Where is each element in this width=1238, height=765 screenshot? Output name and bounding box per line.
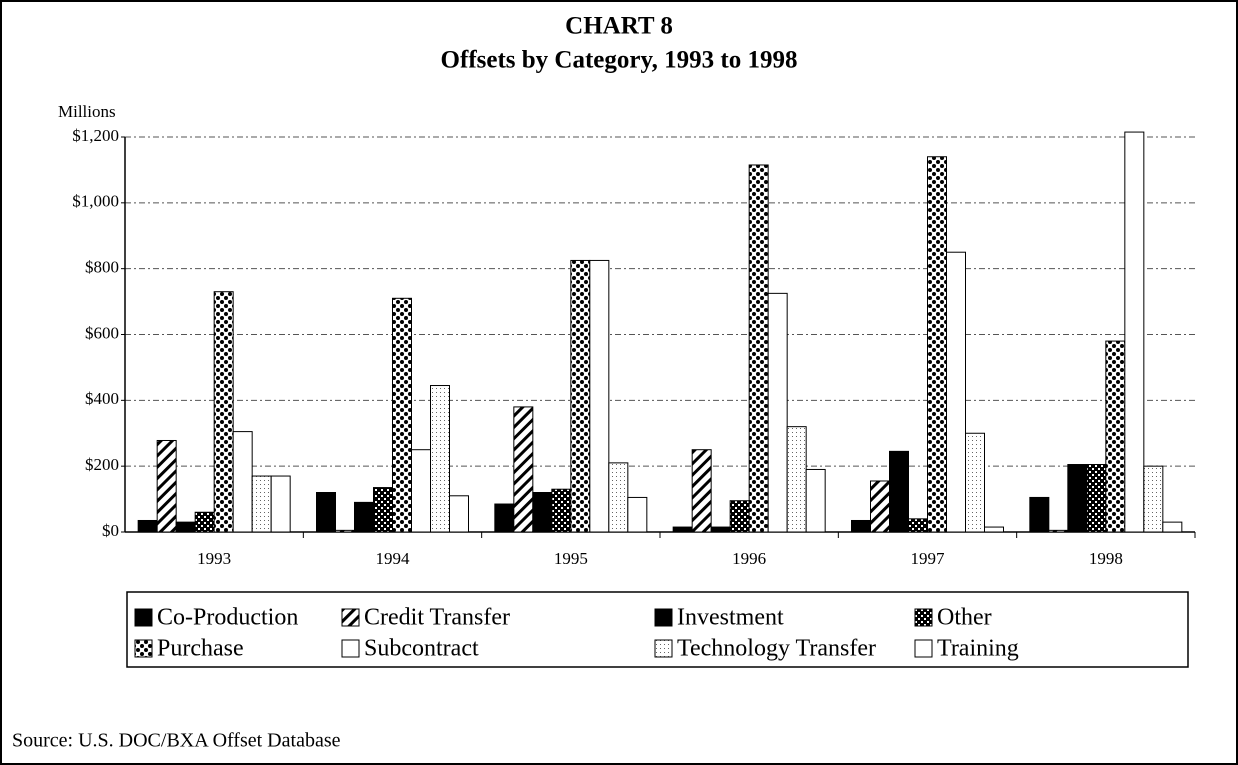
source-note: Source: U.S. DOC/BXA Offset Database	[12, 730, 341, 752]
y-axis-label: Millions	[58, 102, 116, 121]
bar	[335, 529, 355, 533]
x-tick-label: 1996	[732, 549, 766, 568]
legend-swatch	[341, 639, 360, 658]
y-tick-label: $200	[85, 455, 119, 474]
bar	[449, 495, 469, 533]
legend-swatch	[341, 608, 360, 627]
bar	[1067, 464, 1088, 533]
bar	[137, 519, 158, 533]
legend-swatch	[134, 608, 153, 627]
bar	[1048, 529, 1069, 533]
bar	[691, 449, 712, 533]
bar	[411, 449, 431, 533]
bar	[392, 297, 412, 533]
bar	[1143, 465, 1164, 533]
bar	[805, 468, 826, 533]
bar	[889, 450, 909, 533]
bar	[1162, 521, 1183, 533]
legend-box	[126, 591, 1189, 668]
bar	[532, 492, 553, 533]
x-tick-label: 1998	[1089, 549, 1123, 568]
bar	[589, 259, 610, 533]
bar	[354, 501, 374, 533]
bar	[551, 488, 572, 533]
legend-swatch	[654, 608, 673, 627]
y-tick-label: $600	[85, 323, 119, 342]
bar	[513, 406, 534, 533]
bar	[232, 431, 253, 533]
bar	[767, 292, 788, 533]
bar	[851, 519, 871, 533]
y-tick-label: $1,200	[72, 126, 119, 145]
x-tick-label: 1997	[911, 549, 946, 568]
legend-label: Training	[937, 636, 1019, 662]
bar	[430, 385, 450, 533]
bar	[1029, 496, 1050, 533]
legend-swatch	[914, 608, 933, 627]
legend-label: Subcontract	[364, 636, 479, 662]
bar	[608, 462, 629, 533]
bar	[194, 511, 215, 533]
bar	[270, 475, 291, 533]
bar	[1124, 131, 1145, 533]
legend-label: Technology Transfer	[677, 636, 876, 662]
bar	[927, 156, 947, 533]
bar	[786, 426, 807, 533]
y-tick-label: $1,000	[72, 192, 119, 211]
bar	[1105, 340, 1126, 533]
bar	[494, 503, 515, 533]
legend-label: Purchase	[157, 636, 244, 662]
y-tick-label: $800	[85, 258, 119, 277]
bar	[175, 521, 196, 533]
bar	[1086, 464, 1107, 533]
chart-title: CHART 8	[565, 13, 673, 40]
y-tick-label: $0	[102, 521, 119, 540]
bar	[156, 439, 177, 533]
bar	[710, 526, 731, 533]
legend-label: Credit Transfer	[364, 605, 510, 631]
x-tick-label: 1995	[554, 549, 588, 568]
legend-label: Co-Production	[157, 605, 298, 631]
legend-swatch	[134, 639, 153, 658]
bar	[729, 500, 750, 533]
bar	[316, 492, 336, 533]
bar	[251, 475, 272, 533]
legend-label: Other	[937, 605, 992, 631]
bar	[627, 496, 648, 533]
x-tick-label: 1993	[197, 549, 231, 568]
bar	[870, 480, 890, 533]
bar	[570, 259, 591, 533]
bar	[672, 526, 693, 533]
legend-swatch	[654, 639, 673, 658]
legend-label: Investment	[677, 605, 784, 631]
bar	[965, 432, 985, 533]
legend-swatch	[914, 639, 933, 658]
bar	[748, 164, 769, 533]
bar	[213, 291, 234, 533]
y-tick-label: $400	[85, 389, 119, 408]
bar	[946, 251, 966, 533]
bar	[908, 518, 928, 533]
x-tick-label: 1994	[376, 549, 411, 568]
chart-subtitle: Offsets by Category, 1993 to 1998	[441, 47, 798, 74]
bar	[373, 487, 393, 533]
bar	[984, 526, 1004, 533]
